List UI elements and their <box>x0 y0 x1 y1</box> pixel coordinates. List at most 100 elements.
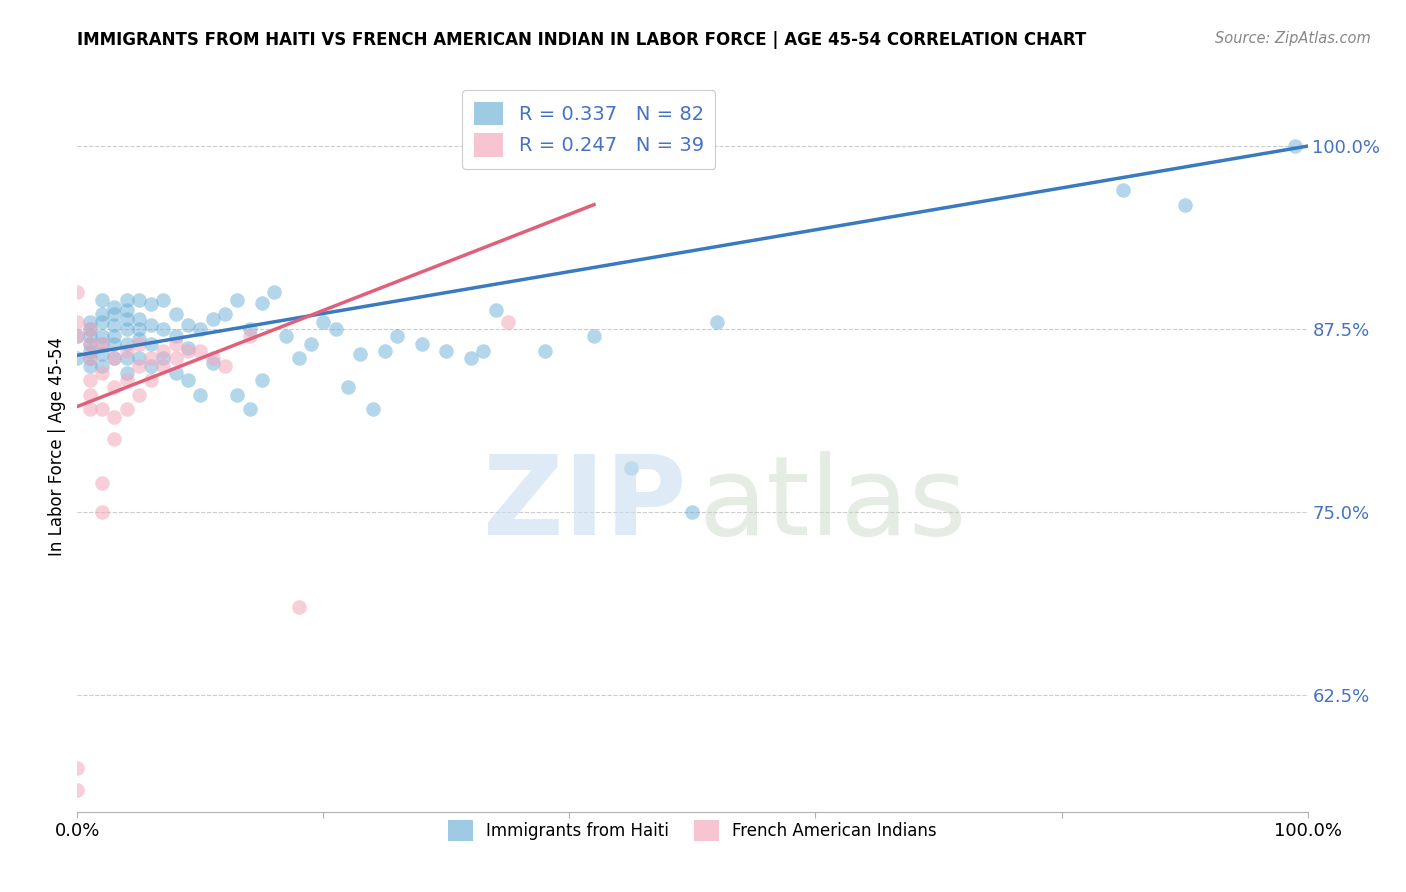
Point <box>103 318 125 332</box>
Y-axis label: In Labor Force | Age 45-54: In Labor Force | Age 45-54 <box>48 336 66 556</box>
Point <box>385 329 409 343</box>
Point <box>152 343 174 358</box>
Text: Source: ZipAtlas.com: Source: ZipAtlas.com <box>1215 31 1371 46</box>
Point <box>165 351 187 366</box>
Point <box>226 388 249 402</box>
Point <box>115 322 138 336</box>
Point <box>177 343 200 358</box>
Point <box>90 505 114 519</box>
Point <box>66 782 89 797</box>
Point <box>141 351 163 366</box>
Point <box>103 336 125 351</box>
Point <box>128 359 150 373</box>
Point <box>1112 183 1135 197</box>
Point <box>79 351 101 366</box>
Point <box>115 366 138 380</box>
Text: ZIP: ZIP <box>482 451 686 558</box>
Point <box>103 409 125 424</box>
Point <box>214 359 236 373</box>
Point <box>66 761 89 775</box>
Point <box>90 293 114 307</box>
Point <box>152 322 174 336</box>
Point <box>128 322 150 336</box>
Point <box>128 351 150 366</box>
Point <box>103 300 125 314</box>
Point <box>79 329 101 343</box>
Point <box>263 285 285 300</box>
Point <box>239 322 262 336</box>
Point <box>337 380 360 394</box>
Point <box>288 599 311 614</box>
Point <box>79 336 101 351</box>
Point <box>214 307 236 321</box>
Point <box>79 373 101 387</box>
Point <box>460 351 482 366</box>
Point <box>90 347 114 361</box>
Point <box>288 351 311 366</box>
Point <box>79 402 101 417</box>
Point <box>79 322 101 336</box>
Point <box>115 302 138 317</box>
Point <box>250 373 273 387</box>
Point <box>485 302 508 317</box>
Point <box>620 461 643 475</box>
Point <box>90 402 114 417</box>
Point <box>128 336 150 351</box>
Point <box>682 505 704 519</box>
Point <box>201 351 224 366</box>
Point <box>188 343 212 358</box>
Point <box>188 322 212 336</box>
Point <box>496 315 519 329</box>
Point <box>103 307 125 321</box>
Text: IMMIGRANTS FROM HAITI VS FRENCH AMERICAN INDIAN IN LABOR FORCE | AGE 45-54 CORRE: IMMIGRANTS FROM HAITI VS FRENCH AMERICAN… <box>77 31 1087 49</box>
Point <box>115 336 138 351</box>
Point <box>115 311 138 326</box>
Point <box>66 329 89 343</box>
Point <box>115 293 138 307</box>
Point <box>152 351 174 366</box>
Point <box>115 343 138 358</box>
Point <box>250 295 273 310</box>
Point <box>152 359 174 373</box>
Point <box>152 293 174 307</box>
Point <box>103 351 125 366</box>
Point <box>66 315 89 329</box>
Point <box>90 366 114 380</box>
Point <box>128 311 150 326</box>
Legend: Immigrants from Haiti, French American Indians: Immigrants from Haiti, French American I… <box>441 814 943 847</box>
Point <box>79 351 101 366</box>
Point <box>177 341 200 355</box>
Point <box>276 329 298 343</box>
Point <box>165 336 187 351</box>
Point <box>534 343 557 358</box>
Point <box>103 351 125 366</box>
Point <box>128 332 150 346</box>
Point <box>79 343 101 358</box>
Point <box>141 318 163 332</box>
Point <box>90 329 114 343</box>
Point <box>90 475 114 490</box>
Point <box>239 329 262 343</box>
Point <box>128 388 150 402</box>
Point <box>115 351 138 366</box>
Point <box>239 402 262 417</box>
Point <box>66 285 89 300</box>
Point <box>165 307 187 321</box>
Point <box>115 373 138 387</box>
Point <box>177 318 200 332</box>
Point <box>90 336 114 351</box>
Point <box>411 336 433 351</box>
Point <box>299 336 322 351</box>
Point <box>128 293 150 307</box>
Point <box>325 322 347 336</box>
Point <box>472 343 495 358</box>
Point <box>706 315 728 329</box>
Point <box>90 359 114 373</box>
Point <box>165 329 187 343</box>
Point <box>103 432 125 446</box>
Point <box>188 388 212 402</box>
Point <box>583 329 606 343</box>
Point <box>141 373 163 387</box>
Point <box>165 366 187 380</box>
Point <box>90 315 114 329</box>
